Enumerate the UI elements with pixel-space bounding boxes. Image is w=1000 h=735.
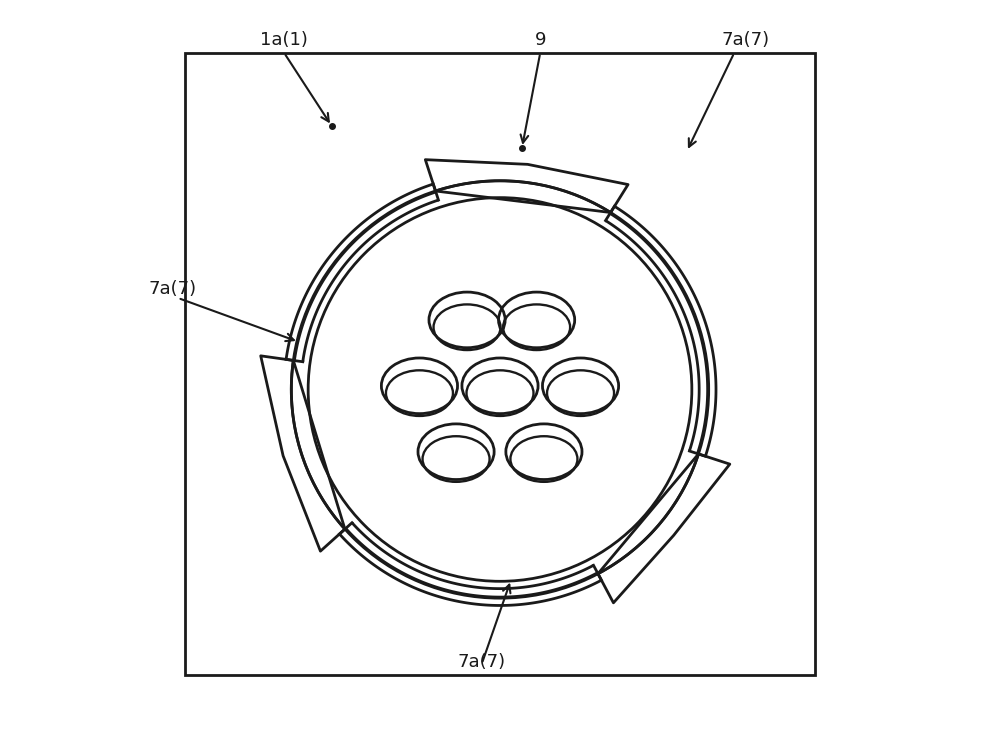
Text: 7a(7): 7a(7) [458, 653, 506, 671]
Bar [185, 53, 815, 675]
Text: 1a(1): 1a(1) [260, 31, 308, 49]
Text: 7a(7): 7a(7) [721, 31, 769, 49]
Text: 7a(7): 7a(7) [149, 280, 197, 298]
Text: 9: 9 [535, 31, 546, 49]
